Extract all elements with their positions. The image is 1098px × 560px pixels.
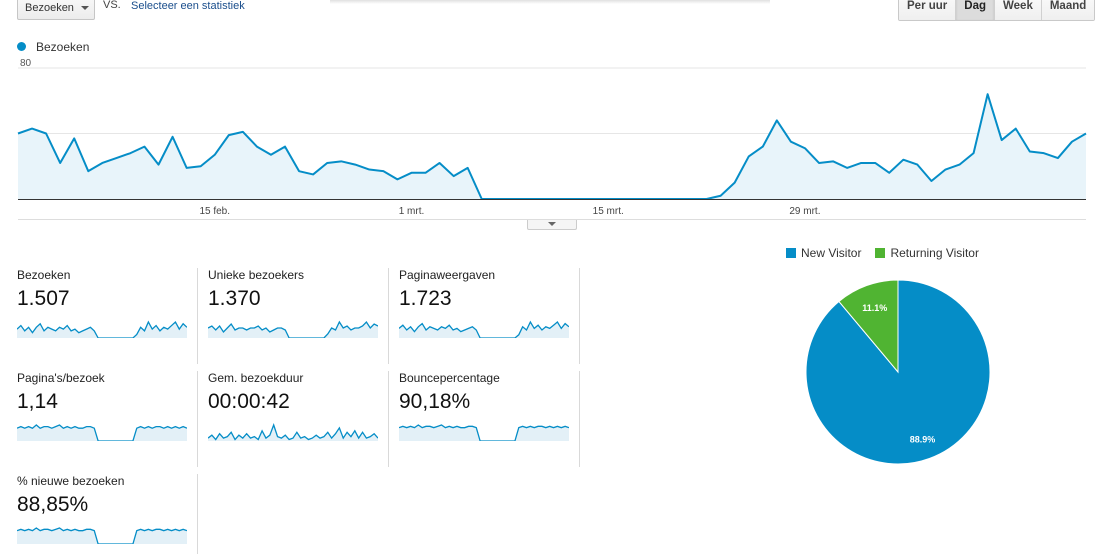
scorecard-label: Bezoeken bbox=[17, 268, 71, 282]
pie-slice-label: 88.9% bbox=[910, 434, 936, 444]
sparkline-line bbox=[208, 320, 378, 338]
scorecard-label: Unieke bezoekers bbox=[208, 268, 305, 282]
sparkline-fill bbox=[17, 528, 187, 544]
scorecard-label: Paginaweergaven bbox=[399, 268, 496, 282]
scorecard-label: % nieuwe bezoeken bbox=[17, 474, 125, 488]
scorecard-label: Gem. bezoekduur bbox=[208, 371, 304, 385]
sparkline-line bbox=[399, 424, 569, 441]
scorecard-value: 88,85% bbox=[17, 493, 89, 516]
series-legend-label: Bezoeken bbox=[36, 40, 90, 54]
sparkline-line bbox=[399, 320, 569, 338]
select-statistic-link[interactable]: Selecteer een statistiek bbox=[131, 0, 245, 12]
scorecard-value: 00:00:42 bbox=[208, 390, 290, 413]
sparkline bbox=[208, 320, 378, 338]
period-month-button[interactable]: Maand bbox=[1041, 0, 1095, 20]
chevron-down-icon bbox=[548, 222, 556, 226]
scorecard-value: 1.723 bbox=[399, 287, 452, 310]
sparkline-fill bbox=[17, 322, 187, 338]
legend-swatch-returning bbox=[875, 248, 886, 258]
sparkline-line bbox=[17, 424, 187, 441]
sparkline-line bbox=[17, 527, 187, 544]
sparkline-fill bbox=[17, 425, 187, 441]
legend-returning-visitor[interactable]: Returning Visitor bbox=[890, 246, 979, 260]
sparkline bbox=[208, 423, 378, 441]
scorecard-bounce-rate[interactable]: Bouncepercentage 90,18% bbox=[399, 371, 580, 467]
sparkline-fill bbox=[399, 322, 569, 338]
metric-select-label: Bezoeken bbox=[25, 2, 74, 14]
pie-legend: New Visitor Returning Visitor bbox=[786, 246, 979, 260]
chevron-down-icon bbox=[81, 6, 89, 10]
sparkline bbox=[17, 320, 187, 338]
scorecard-unique-visitors[interactable]: Unieke bezoekers 1.370 bbox=[208, 268, 389, 364]
legend-swatch-new bbox=[786, 248, 796, 258]
y-tick-label: 80 bbox=[20, 58, 32, 69]
scorecard-visits[interactable]: Bezoeken 1.507 bbox=[17, 268, 198, 364]
legend-new-visitor[interactable]: New Visitor bbox=[801, 246, 862, 260]
x-tick-label: 15 mrt. bbox=[593, 206, 624, 217]
metric-select[interactable]: Bezoeken bbox=[17, 0, 95, 20]
scorecard-new-visits[interactable]: % nieuwe bezoeken 88,85% bbox=[17, 474, 198, 554]
pie-slice-label: 11.1% bbox=[862, 303, 887, 313]
sparkline-fill bbox=[399, 425, 569, 441]
scorecard-label: Bouncepercentage bbox=[399, 371, 500, 385]
period-toggle-group: Per uur Dag Week Maand bbox=[898, 0, 1096, 21]
scorecard-value: 90,18% bbox=[399, 390, 471, 413]
scorecard-value: 1.507 bbox=[17, 287, 70, 310]
sparkline-fill bbox=[208, 322, 378, 338]
area-fill bbox=[18, 94, 1086, 199]
visits-line-chart: 408015 feb.1 mrt.15 mrt.29 mrt. bbox=[17, 58, 1087, 220]
scorecard-value: 1,14 bbox=[17, 390, 58, 413]
sparkline-line bbox=[208, 423, 378, 441]
sparkline bbox=[399, 320, 569, 338]
scorecard-pageviews[interactable]: Paginaweergaven 1.723 bbox=[399, 268, 580, 364]
vs-label: VS. bbox=[103, 0, 121, 11]
collapse-chart-tab[interactable] bbox=[527, 220, 577, 230]
period-hour-button[interactable]: Per uur bbox=[899, 0, 957, 20]
visitor-type-pie-chart: 88.9% 11.1% bbox=[805, 279, 991, 465]
scorecard-pages-per-visit[interactable]: Pagina's/bezoek 1,14 bbox=[17, 371, 198, 467]
x-tick-label: 15 feb. bbox=[199, 206, 230, 217]
period-day-button[interactable]: Dag bbox=[956, 0, 995, 20]
sparkline-fill bbox=[208, 425, 378, 441]
period-week-button[interactable]: Week bbox=[995, 0, 1042, 20]
scorecard-avg-visit-duration[interactable]: Gem. bezoekduur 00:00:42 bbox=[208, 371, 389, 467]
series-color-dot bbox=[17, 42, 26, 51]
pie-slice[interactable] bbox=[838, 279, 899, 374]
scorecard-value: 1.370 bbox=[208, 287, 261, 310]
x-tick-label: 29 mrt. bbox=[789, 206, 820, 217]
scorecard-label: Pagina's/bezoek bbox=[17, 371, 105, 385]
sparkline bbox=[17, 424, 187, 441]
x-tick-label: 1 mrt. bbox=[399, 206, 425, 217]
sparkline-line bbox=[17, 320, 187, 338]
sparkline bbox=[17, 527, 187, 544]
sparkline bbox=[399, 424, 569, 441]
top-shadow bbox=[330, 0, 770, 4]
pie-slice[interactable] bbox=[805, 279, 991, 465]
